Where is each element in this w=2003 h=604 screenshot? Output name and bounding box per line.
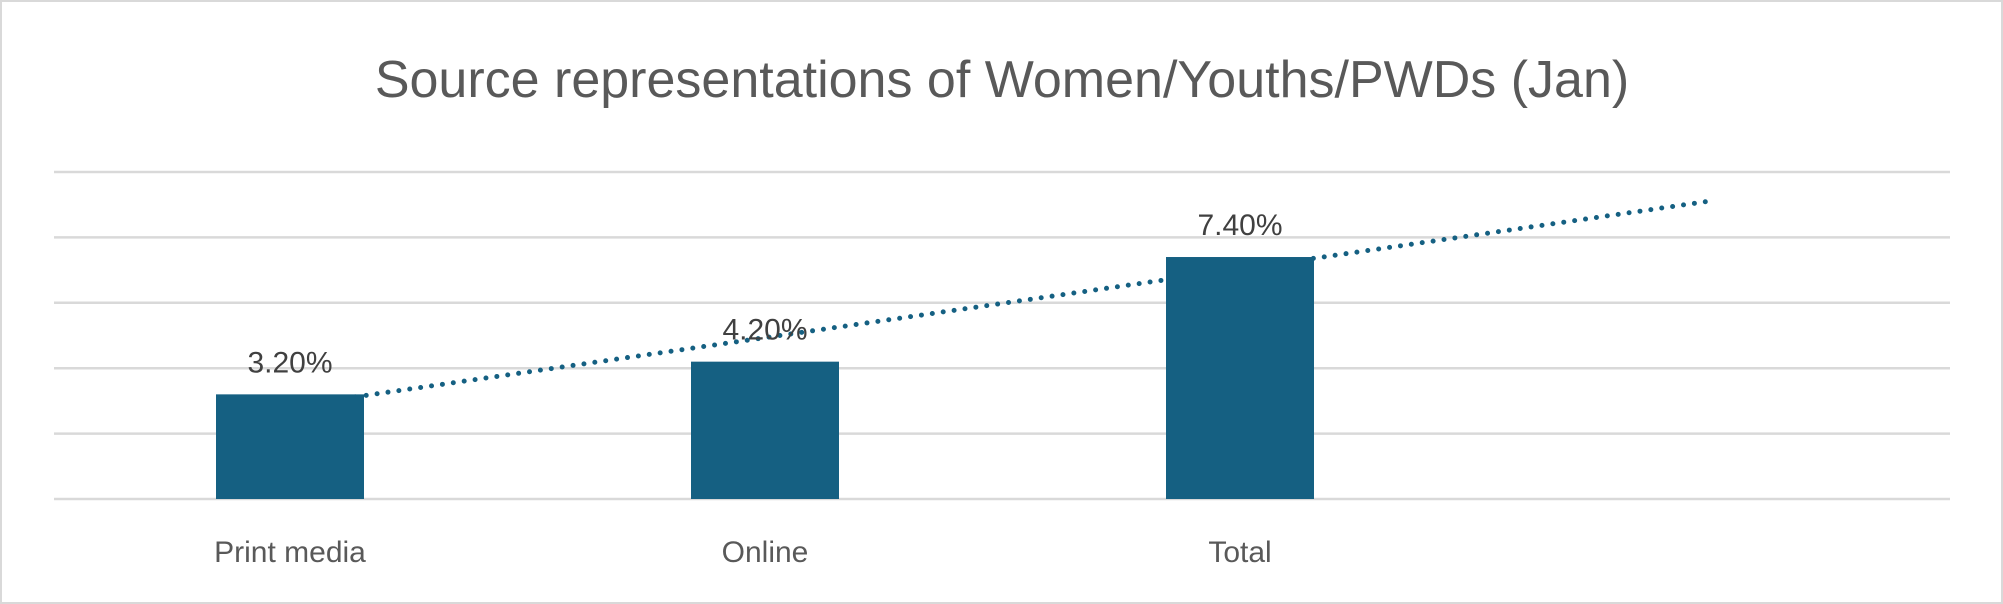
gridlines [54,170,1950,501]
data-label: 3.20% [247,346,332,379]
chart-title: Source representations of Women/Youths/P… [375,51,1629,109]
bar [1166,257,1314,499]
x-tick-label: Print media [214,536,366,569]
x-tick-label: Total [1208,536,1271,569]
trendline-path [287,197,1718,409]
bars [216,257,1314,499]
labels: 3.20% Print media 4.20% Online 7.40% Total [214,209,1282,569]
trendline [287,197,1718,409]
bar [216,394,364,499]
data-label: 4.20% [722,314,807,347]
data-label: 7.40% [1197,209,1282,242]
bar [691,361,839,499]
x-tick-label: Online [722,536,809,569]
